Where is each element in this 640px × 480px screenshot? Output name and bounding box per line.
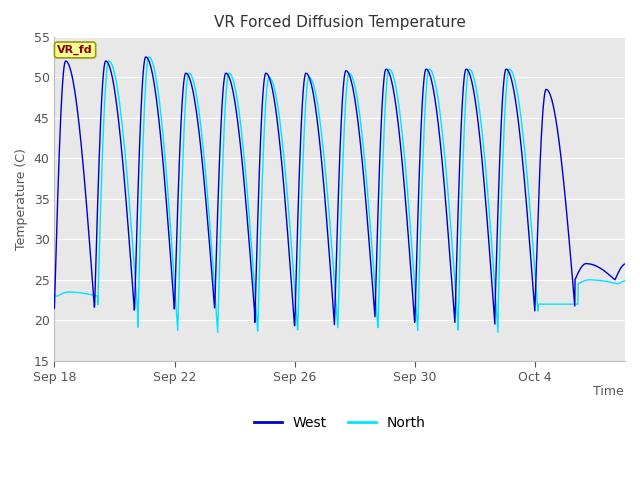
Title: VR Forced Diffusion Temperature: VR Forced Diffusion Temperature <box>214 15 466 30</box>
Legend: West, North: West, North <box>248 410 431 435</box>
Text: VR_fd: VR_fd <box>57 45 93 55</box>
Y-axis label: Temperature (C): Temperature (C) <box>15 148 28 250</box>
X-axis label: Time: Time <box>593 385 623 398</box>
